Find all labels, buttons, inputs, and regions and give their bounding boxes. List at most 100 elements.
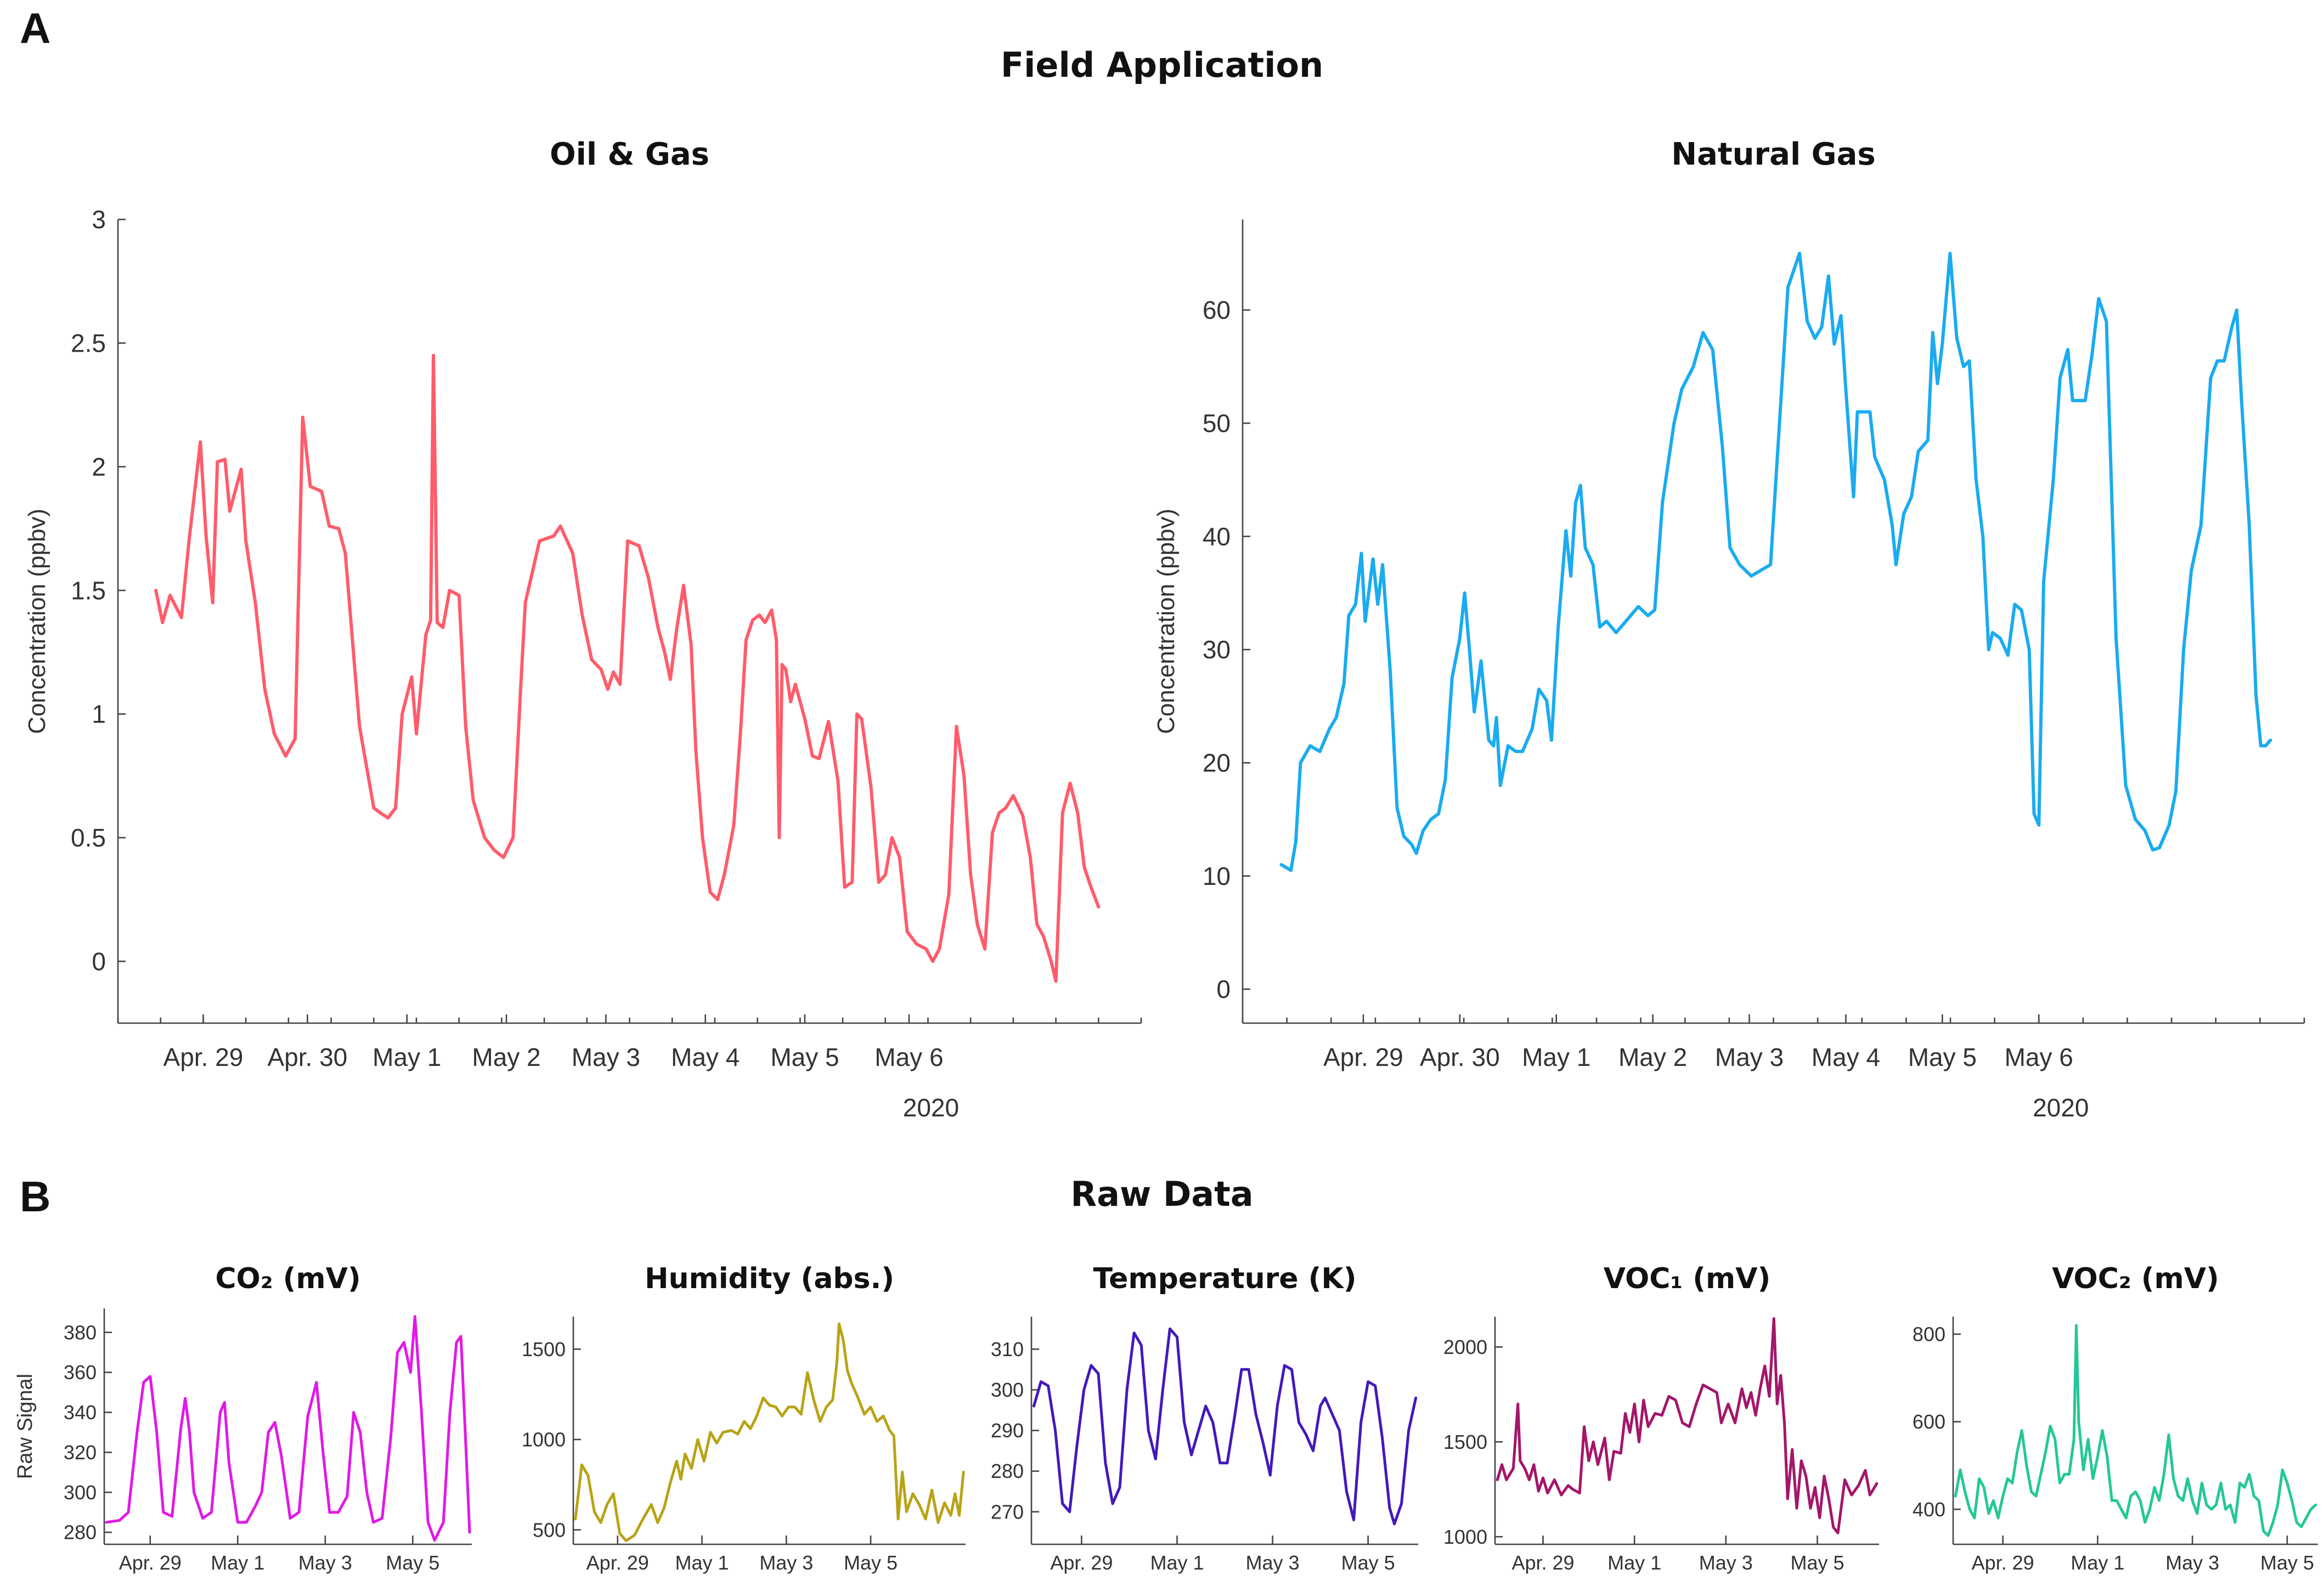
natgas-xtick-label: May 6 <box>2005 1043 2073 1071</box>
voc2-ytick-label: 400 <box>1913 1498 1945 1521</box>
humidity-chart: Humidity (abs.) 500 1000 1500 Apr. 29 May 1 Ma… <box>522 1262 966 1574</box>
temperature-ytick-label: 270 <box>991 1500 1024 1523</box>
humidity-ytick-label: 1000 <box>522 1429 566 1451</box>
voc1-ytick-label: 1500 <box>1443 1431 1487 1453</box>
voc1-xtick-label: May 3 <box>1699 1551 1753 1574</box>
natgas-y-label: Concentration (ppbv) <box>1153 509 1180 734</box>
oilgas-xtick-label: Apr. 30 <box>267 1043 347 1071</box>
natgas-ytick-label: 60 <box>1203 296 1231 324</box>
oilgas-ytick-label: 2.5 <box>71 329 106 357</box>
voc2-xtick-label: May 1 <box>2071 1551 2124 1574</box>
voc2-xtick-label: May 5 <box>2260 1551 2314 1574</box>
natgas-ytick-label: 10 <box>1203 862 1231 890</box>
natgas-xtick-label: May 4 <box>1812 1043 1880 1071</box>
temperature-chart: Temperature (K) 270 280 290 300 310 Apr. 29 May… <box>991 1262 1418 1574</box>
natgas-series-line <box>1279 251 2272 872</box>
co2-chart: CO₂ (mV) 280 300 320 340 360 380 Apr. 29 May 1 Ma… <box>14 1262 472 1574</box>
voc2-chart: VOC₂ (mV) 400 600 800 Apr. 29 May 1 May 3 May 5 <box>1913 1262 2318 1574</box>
temperature-xtick-label: May 5 <box>1341 1551 1395 1574</box>
co2-xtick-label: May 1 <box>211 1551 264 1574</box>
natgas-ytick-label: 50 <box>1203 409 1231 438</box>
oilgas-ytick-label: 0.5 <box>71 823 106 852</box>
humidity-xtick-label: May 5 <box>844 1551 898 1574</box>
oilgas-ytick-label: 3 <box>92 205 106 234</box>
humidity-xtick-label: May 3 <box>759 1551 813 1574</box>
temperature-ytick-label: 300 <box>991 1379 1024 1401</box>
temperature-series-line <box>1032 1327 1418 1526</box>
co2-ytick-label: 340 <box>64 1401 97 1424</box>
voc1-series-line <box>1496 1317 1879 1534</box>
natgas-xtick-label: Apr. 29 <box>1323 1043 1403 1071</box>
panel-a-label: A <box>20 4 50 52</box>
temperature-title: Temperature (K) <box>1093 1262 1357 1295</box>
natgas-ytick-label: 30 <box>1203 635 1231 664</box>
temperature-xtick-label: May 1 <box>1150 1551 1204 1574</box>
oilgas-year-label: 2020 <box>903 1093 959 1122</box>
natgas-year-label: 2020 <box>2033 1093 2089 1122</box>
humidity-ytick-label: 1500 <box>522 1338 566 1361</box>
temperature-ytick-label: 310 <box>991 1338 1024 1361</box>
panel-b-label: B <box>20 1172 50 1221</box>
voc2-title: VOC₂ (mV) <box>2052 1262 2219 1295</box>
oilgas-xtick-label: May 1 <box>373 1043 441 1071</box>
voc1-xtick-label: May 5 <box>1790 1551 1844 1574</box>
voc1-xtick-label: Apr. 29 <box>1511 1551 1574 1574</box>
voc2-xtick-label: May 3 <box>2165 1551 2219 1574</box>
temperature-xtick-label: May 3 <box>1246 1551 1300 1574</box>
co2-series-line <box>105 1315 471 1542</box>
natgas-chart: Natural Gas 0 10 20 30 40 50 60 Apr. 29 Apr. 30 Ma… <box>1153 137 2305 1122</box>
co2-y-label: Raw Signal <box>14 1374 37 1479</box>
voc1-xtick-label: May 1 <box>1607 1551 1661 1574</box>
natgas-xtick-label: May 2 <box>1618 1043 1687 1071</box>
voc1-chart: VOC₁ (mV) 1000 1500 2000 Apr. 29 May 1 May 3 Ma… <box>1443 1262 1879 1574</box>
co2-xtick-label: May 3 <box>298 1551 352 1574</box>
natgas-xtick-label: May 3 <box>1715 1043 1784 1071</box>
voc2-xtick-label: Apr. 29 <box>1972 1551 2034 1574</box>
oilgas-y-label: Concentration (ppbv) <box>24 509 50 734</box>
co2-ytick-label: 380 <box>64 1321 97 1344</box>
oilgas-xtick-label: Apr. 29 <box>163 1043 244 1071</box>
co2-ytick-label: 320 <box>64 1441 97 1464</box>
voc2-series-line <box>1954 1324 2317 1537</box>
humidity-xtick-label: Apr. 29 <box>586 1551 649 1574</box>
voc2-ytick-label: 600 <box>1913 1410 1945 1433</box>
co2-title: CO₂ (mV) <box>215 1262 360 1295</box>
panel-b-title: Raw Data <box>1070 1174 1253 1214</box>
natgas-xtick-label: May 5 <box>1908 1043 1977 1071</box>
co2-xtick-label: Apr. 29 <box>119 1551 182 1574</box>
natgas-title: Natural Gas <box>1671 137 1875 172</box>
natgas-xtick-label: Apr. 30 <box>1420 1043 1500 1071</box>
temperature-ytick-label: 290 <box>991 1419 1024 1442</box>
co2-ytick-label: 360 <box>64 1361 97 1384</box>
co2-ytick-label: 300 <box>64 1481 97 1504</box>
voc1-title: VOC₁ (mV) <box>1604 1262 1771 1295</box>
co2-xtick-label: May 5 <box>386 1551 439 1574</box>
humidity-series-line <box>574 1322 965 1542</box>
chart-area: Oil & Gas 0 0.5 1 1.5 2 2.5 3 Apr. 29 Apr. 30 May … <box>14 137 2318 1574</box>
oilgas-ytick-label: 1.5 <box>71 576 106 605</box>
oilgas-xtick-label: May 5 <box>770 1043 839 1071</box>
natgas-ytick-label: 0 <box>1216 975 1231 1003</box>
voc1-ytick-label: 1000 <box>1443 1526 1487 1548</box>
oilgas-xtick-label: May 6 <box>875 1043 943 1071</box>
oilgas-xtick-label: May 4 <box>671 1043 740 1071</box>
co2-ytick-label: 280 <box>64 1521 97 1544</box>
oilgas-ytick-label: 0 <box>92 947 106 975</box>
voc2-ytick-label: 800 <box>1913 1323 1945 1346</box>
oilgas-chart: Oil & Gas 0 0.5 1 1.5 2 2.5 3 Apr. 29 Apr. 30 May … <box>24 137 1142 1122</box>
oilgas-ytick-label: 2 <box>92 453 106 481</box>
oilgas-xtick-label: May 2 <box>472 1043 540 1071</box>
humidity-xtick-label: May 1 <box>675 1551 729 1574</box>
oilgas-xtick-label: May 3 <box>572 1043 640 1071</box>
humidity-ytick-label: 500 <box>533 1519 566 1541</box>
oilgas-ytick-label: 1 <box>92 700 106 729</box>
oilgas-title: Oil & Gas <box>550 137 709 172</box>
temperature-ytick-label: 280 <box>991 1460 1024 1482</box>
humidity-title: Humidity (abs.) <box>645 1262 894 1295</box>
panel-a-title: Field Application <box>1001 45 1323 85</box>
natgas-ytick-label: 40 <box>1203 522 1231 551</box>
temperature-xtick-label: Apr. 29 <box>1050 1551 1113 1574</box>
natgas-xtick-label: May 1 <box>1522 1043 1590 1071</box>
oilgas-series-line <box>154 353 1101 983</box>
